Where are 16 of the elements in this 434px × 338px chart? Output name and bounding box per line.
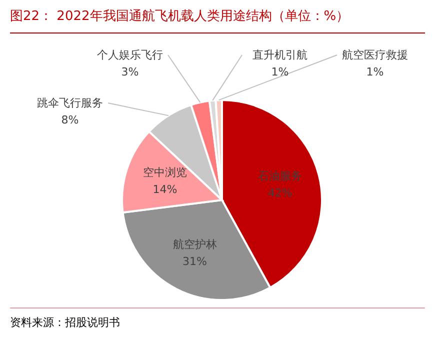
slice-label: 空中浏览 <box>142 166 187 179</box>
slice-label: 直升机引航 <box>252 48 308 62</box>
data-label: 31% <box>182 254 207 268</box>
data-label: 42% <box>268 186 292 200</box>
data-label: 14% <box>152 182 178 196</box>
chart-title: 图22： 2022年我国通航飞机载人类用途结构（单位：%） <box>10 9 350 24</box>
text: 资料来源：招股说明书 <box>10 316 120 329</box>
slice-label: 航空护林 <box>172 238 217 251</box>
slice-label: 个人娱乐飞行 <box>97 48 163 62</box>
data-label: 1% <box>366 66 384 78</box>
data-label: 1% <box>271 66 289 78</box>
slice-label: 石油服务 <box>258 170 302 183</box>
slice-label: 航空医疗救援 <box>342 48 408 62</box>
data-label: 8% <box>61 114 79 126</box>
data-label: 3% <box>121 66 139 78</box>
slice-label: 跳伞飞行服务 <box>37 96 103 110</box>
